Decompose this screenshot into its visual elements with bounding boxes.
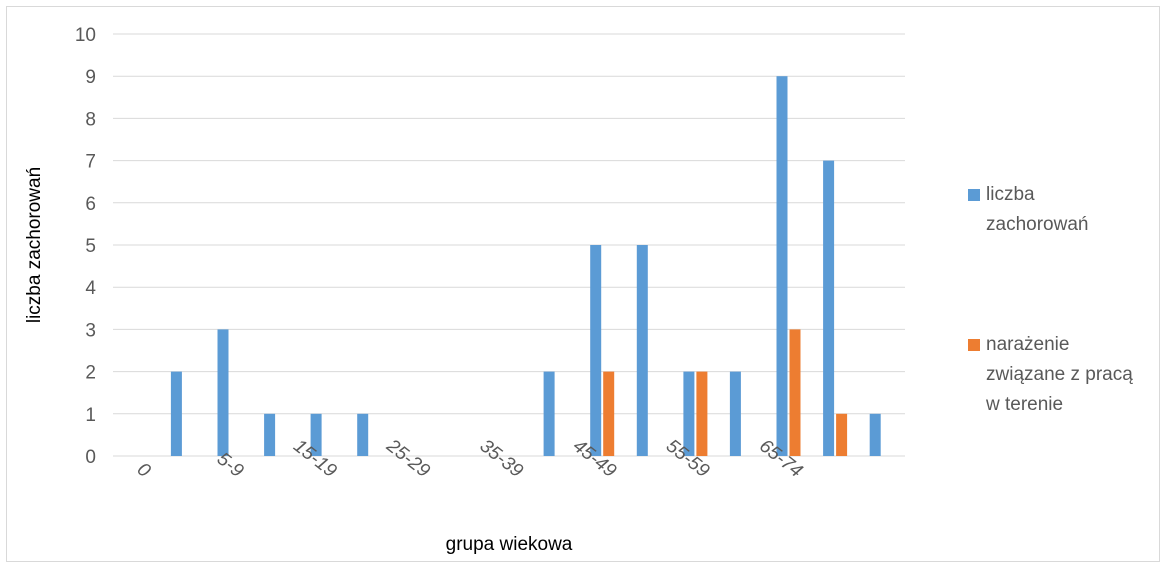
y-tick-label: 6 (85, 194, 96, 215)
bar-cases (683, 371, 695, 456)
legend-item-field-work: narażenie związane z pracą w terenie (968, 330, 1136, 420)
x-tick-label: 0 (133, 459, 155, 482)
bar-cases (310, 413, 322, 456)
legend-item-cases: liczba zachorowań (968, 180, 1106, 240)
legend-swatch-cases (968, 189, 980, 201)
bar-cases (776, 76, 788, 456)
bar-cases (869, 413, 881, 456)
y-tick-label: 5 (85, 236, 96, 257)
x-tick-label: 25-29 (382, 435, 434, 482)
y-tick-label: 1 (85, 405, 96, 426)
bar-field-work (603, 371, 615, 456)
bar-cases (170, 371, 182, 456)
bar-cases (729, 371, 741, 456)
bar-field-work (696, 371, 708, 456)
bar-cases (823, 160, 835, 456)
legend-label-field-work: narażenie związane z pracą w terenie (986, 334, 1133, 415)
y-axis-title: liczba zachorowań (24, 167, 45, 323)
y-tick-label: 4 (85, 278, 96, 299)
y-tick-label: 2 (85, 363, 96, 384)
legend-label-cases: liczba zachorowań (986, 184, 1089, 235)
bar-cases (636, 245, 648, 456)
bar-cases (590, 245, 602, 456)
bar-cases (543, 371, 555, 456)
chart-frame (6, 6, 1160, 562)
y-tick-label: 8 (85, 109, 96, 130)
y-tick-label: 3 (85, 320, 96, 341)
bar-cases (357, 413, 369, 456)
bar-field-work (789, 329, 801, 456)
legend-swatch-field-work (968, 339, 980, 351)
y-tick-label: 9 (85, 67, 96, 88)
bar-cases (264, 413, 276, 456)
y-tick-label: 0 (85, 447, 96, 468)
y-tick-label: 10 (75, 25, 96, 46)
x-tick-label: 35-39 (476, 435, 528, 482)
x-axis-title: grupa wiekowa (446, 534, 573, 555)
bar-cases (217, 329, 229, 456)
y-tick-label: 7 (85, 152, 96, 173)
bar-field-work (836, 413, 848, 456)
